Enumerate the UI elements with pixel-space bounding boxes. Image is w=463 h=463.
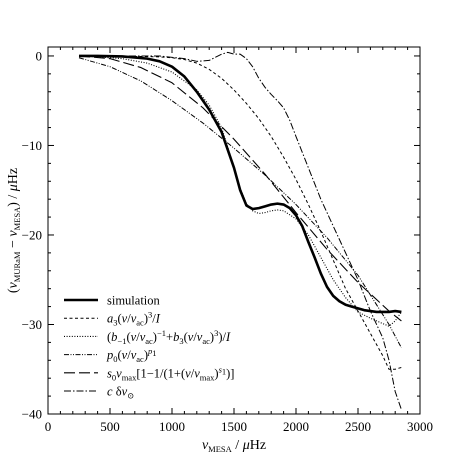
y-tick-label: −20	[22, 227, 42, 242]
plot-frame	[47, 46, 421, 415]
x-tick-label: 0	[45, 419, 52, 434]
y-tick-label: −30	[22, 317, 42, 332]
x-tick-label: 500	[100, 419, 120, 434]
series-line-0	[79, 54, 402, 314]
x-tick-label: 2500	[345, 419, 371, 434]
y-tick-label: 0	[36, 48, 43, 63]
y-tick-label: −40	[22, 407, 42, 422]
legend-label-4: s0νmax[1−1/(1+(ν/νmax)s1)]	[107, 364, 234, 382]
legend-label-3: p0(ν/νac)p1	[106, 346, 157, 364]
legend-label-2: (b−1(ν/νac)−1+b3(ν/νac)3)/I	[107, 328, 231, 346]
legend-label-5: c δν⊙	[107, 385, 134, 401]
x-tick-label: 1500	[221, 419, 247, 434]
x-tick-label: 2000	[283, 419, 309, 434]
x-axis-title: νMESA / μHz	[202, 438, 266, 454]
legend: simulation a3(ν/νac)3/I(b−1(ν/νac)−1+b3(ν…	[64, 294, 234, 401]
x-tick-label: 1000	[159, 419, 185, 434]
series-group	[78, 51, 402, 410]
series-line-5	[79, 51, 402, 410]
legend-label-0: simulation	[107, 294, 161, 308]
y-tick-label: −10	[22, 138, 42, 153]
y-axis-title: (νMURaM − νMESA) / μHz	[6, 168, 22, 293]
legend-label-1: a3(ν/νac)3/I	[107, 310, 161, 328]
series-line-4	[78, 55, 402, 322]
series-line-3	[78, 57, 402, 348]
axes: 0 500 1000 1500 2000 2500 3000 0 −10 −20 −30 −40	[22, 46, 433, 434]
x-tick-label: 3000	[407, 419, 433, 434]
